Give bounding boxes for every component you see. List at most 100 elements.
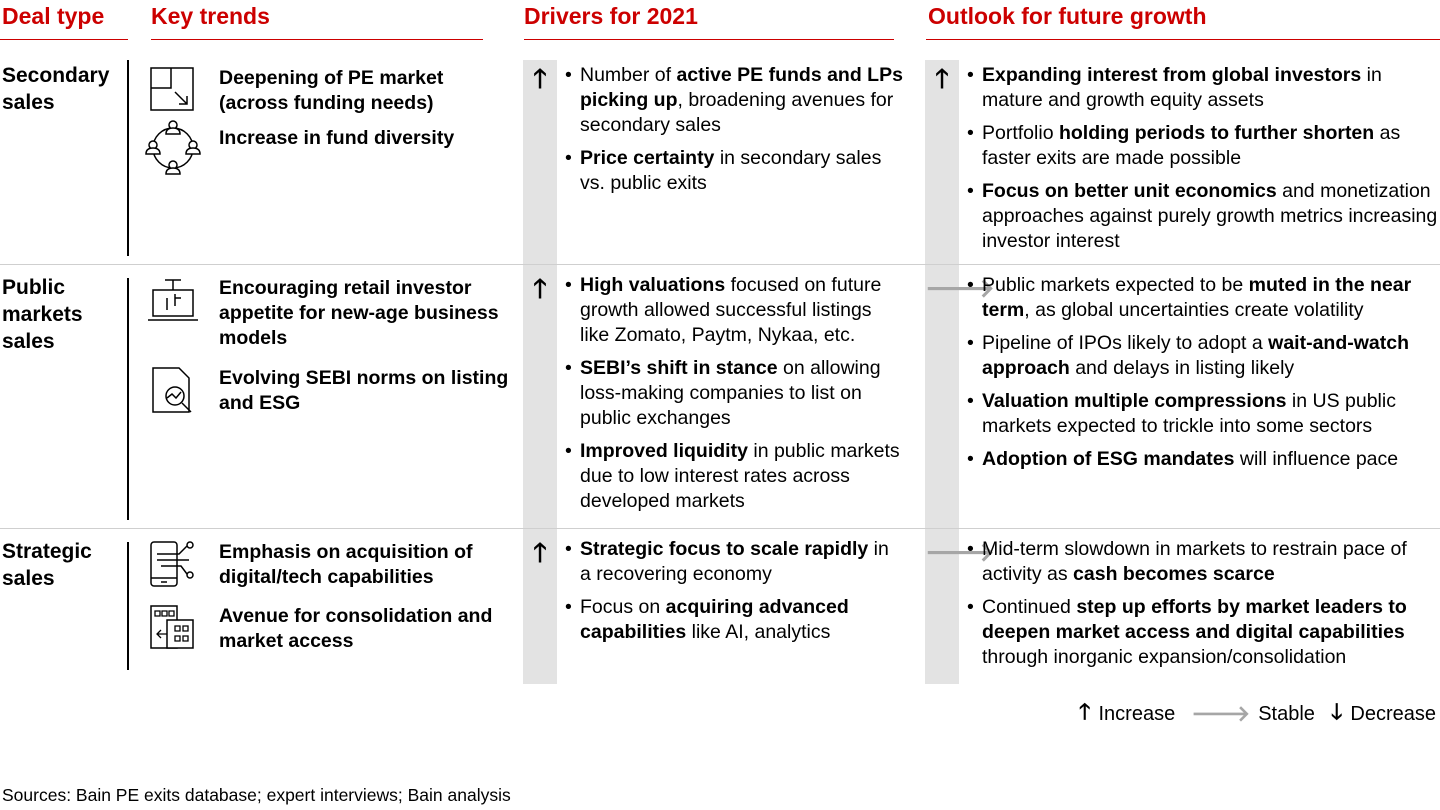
row-bar [127, 542, 129, 670]
decrease-arrow-icon: 🡓 [1330, 699, 1343, 724]
driver-bullet: SEBI’s shift in stance on allowing loss-… [565, 356, 905, 431]
text-phrase: on allowing loss-making companies to lis… [580, 357, 881, 429]
header-underline [926, 39, 1440, 40]
text-phrase: in a recovering economy [580, 538, 889, 585]
drivers-trend-band [523, 529, 557, 684]
bold-phrase: Valuation multiple compressions [982, 390, 1287, 412]
header-drivers: Drivers for 2021 [524, 3, 698, 29]
text-phrase: Mid-term slowdown in markets to restrain… [982, 538, 1407, 585]
increase-arrow-icon: 🡑 [935, 63, 949, 93]
outlook-bullet: Continued step up efforts by market lead… [967, 595, 1439, 670]
deal-type-label: Public markets sales [2, 276, 83, 353]
driver-list: Number of active PE funds and LPs pickin… [565, 63, 905, 204]
buildings-merge-icon [150, 605, 194, 649]
row-bar [127, 60, 129, 256]
legend: 🡑 Increase 🡒 Stable 🡓 Decrease [1079, 695, 1436, 733]
outlook-bullet: Adoption of ESG mandates will influence … [967, 447, 1439, 472]
deal-type-label: Strategic sales [2, 540, 92, 590]
bold-phrase: wait-and-watch approach [982, 332, 1410, 379]
text-phrase: and monetization approaches against pure… [982, 180, 1438, 252]
driver-bullet: Strategic focus to scale rapidly in a re… [565, 537, 905, 587]
outlook-bullet: Valuation multiple compressions in US pu… [967, 389, 1439, 439]
outlook-trend-band [925, 529, 959, 684]
key-trend: Evolving SEBI norms on listing and ESG [219, 367, 509, 414]
increase-arrow-icon: 🡑 [533, 63, 547, 93]
key-trend: Deepening of PE market (across funding n… [219, 67, 444, 114]
increase-arrow-icon: 🡑 [533, 537, 547, 567]
deal-type-label: Secondary sales [2, 64, 110, 114]
bold-phrase: Strategic focus to scale rapidly [580, 538, 869, 560]
row-divider [0, 528, 1440, 529]
header-underline [151, 39, 483, 40]
text-phrase: as faster exits are made possible [982, 122, 1401, 169]
driver-bullet: Improved liquidity in public markets due… [565, 439, 905, 514]
outlook-bullet: Focus on better unit economics and monet… [967, 179, 1439, 254]
outlook-list: Expanding interest from global investors… [967, 63, 1439, 262]
bold-phrase: Price certainty [580, 147, 715, 169]
bold-phrase: Adoption of ESG mandates [982, 448, 1235, 470]
outlook-trend-band [925, 265, 959, 528]
driver-bullet: Price certainty in secondary sales vs. p… [565, 146, 905, 196]
mobile-circuit-icon [150, 541, 194, 587]
bold-phrase: muted in the near term [982, 274, 1412, 321]
text-phrase: Focus on [580, 596, 666, 618]
driver-list: Strategic focus to scale rapidly in a re… [565, 537, 905, 653]
increase-arrow-icon: 🡑 [533, 273, 547, 303]
header-outlook: Outlook for future growth [928, 3, 1207, 29]
source-note: Sources: Bain PE exits database; expert … [2, 785, 511, 805]
text-phrase: Public markets expected to be [982, 274, 1249, 296]
legend-decrease: Decrease [1350, 702, 1436, 725]
outlook-bullet: Portfolio holding periods to further sho… [967, 121, 1439, 171]
bold-phrase: active PE funds and LPs picking up [580, 64, 903, 111]
text-phrase: and delays in listing likely [1069, 357, 1295, 379]
bold-phrase: High valuations [580, 274, 726, 296]
text-phrase: Number of [580, 64, 677, 86]
bold-phrase: step up efforts by market leaders to dee… [982, 596, 1407, 643]
header-underline [524, 39, 894, 40]
outlook-bullet: Expanding interest from global investors… [967, 63, 1439, 113]
drivers-trend-band [523, 60, 557, 264]
outlook-bullet: Pipeline of IPOs likely to adopt a wait-… [967, 331, 1439, 381]
header-key-trends: Key trends [151, 3, 270, 29]
driver-bullet: High valuations focused on future growth… [565, 273, 905, 348]
outlook-list: Mid-term slowdown in markets to restrain… [967, 537, 1439, 678]
text-phrase: through inorganic expansion/consolidatio… [982, 646, 1347, 668]
text-phrase: , broadening avenues for secondary sales [580, 89, 894, 136]
outlook-trend-band [925, 60, 959, 264]
text-phrase: in mature and growth equity assets [982, 64, 1382, 111]
key-trend: Encouraging retail investor appetite for… [219, 277, 499, 349]
text-phrase: in secondary sales vs. public exits [580, 147, 882, 194]
bold-phrase: cash becomes scarce [1073, 563, 1275, 585]
text-phrase: Portfolio [982, 122, 1059, 144]
text-phrase: like AI, analytics [686, 621, 831, 643]
row-divider [0, 264, 1440, 265]
driver-bullet: Focus on acquiring advanced capabilities… [565, 595, 905, 645]
outlook-list: Public markets expected to be muted in t… [967, 273, 1439, 480]
bold-phrase: SEBI’s shift in stance [580, 357, 778, 379]
row-bar [127, 278, 129, 520]
increase-arrow-icon: 🡑 [1079, 699, 1091, 724]
driver-bullet: Number of active PE funds and LPs pickin… [565, 63, 905, 138]
driver-list: High valuations focused on future growth… [565, 273, 905, 522]
document-magnifier-icon [152, 367, 192, 413]
text-phrase: in US public markets expected to trickle… [982, 390, 1396, 437]
bold-phrase: Focus on better unit economics [982, 180, 1277, 202]
stable-arrow-icon: 🡒 [925, 537, 995, 567]
key-trend: Increase in fund diversity [219, 127, 455, 149]
text-phrase: will influence pace [1234, 448, 1399, 470]
flow-chart-arrow-icon [150, 67, 194, 111]
bold-phrase: Expanding interest from global investors [982, 64, 1362, 86]
text-phrase: in public markets due to low interest ra… [580, 440, 900, 512]
legend-stable: Stable [1258, 702, 1315, 725]
bold-phrase: acquiring advanced capabilities [580, 596, 849, 643]
drivers-trend-band [523, 265, 557, 528]
text-phrase: Continued [982, 596, 1077, 618]
stable-arrow-icon: 🡒 [925, 273, 995, 303]
outlook-bullet: Mid-term slowdown in markets to restrain… [967, 537, 1439, 587]
text-phrase: focused on future growth allowed success… [580, 274, 882, 346]
people-circle-icon [145, 120, 201, 175]
legend-increase: Increase [1098, 702, 1176, 725]
bold-phrase: Improved liquidity [580, 440, 748, 462]
key-trend: Avenue for consolidation and market acce… [219, 605, 493, 652]
